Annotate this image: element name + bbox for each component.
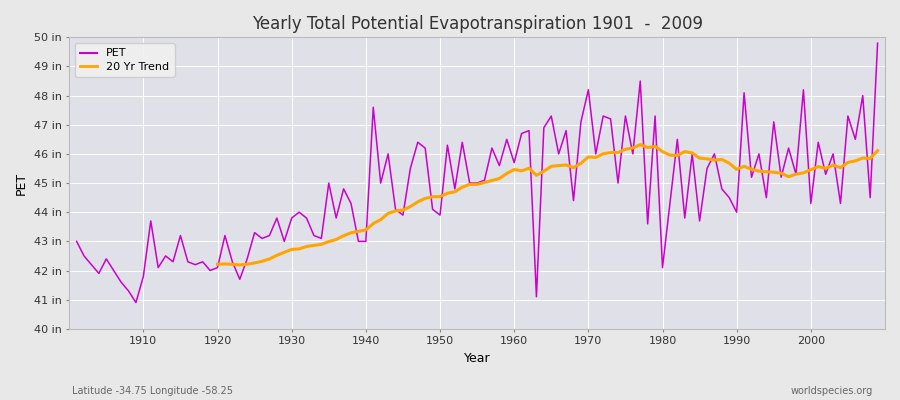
- Text: Latitude -34.75 Longitude -58.25: Latitude -34.75 Longitude -58.25: [72, 386, 233, 396]
- Y-axis label: PET: PET: [15, 172, 28, 195]
- Legend: PET, 20 Yr Trend: PET, 20 Yr Trend: [75, 43, 175, 77]
- Text: worldspecies.org: worldspecies.org: [791, 386, 873, 396]
- X-axis label: Year: Year: [464, 352, 490, 365]
- Title: Yearly Total Potential Evapotranspiration 1901  -  2009: Yearly Total Potential Evapotranspiratio…: [252, 15, 703, 33]
